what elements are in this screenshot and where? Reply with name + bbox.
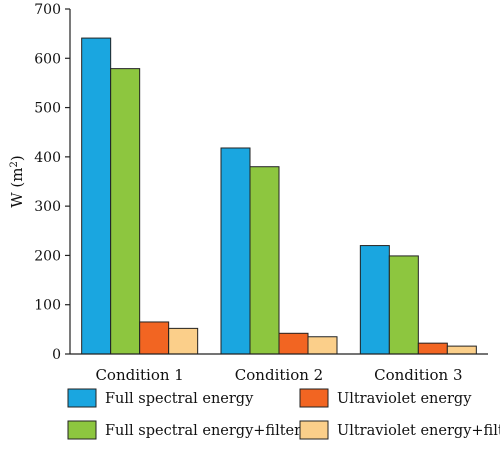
- y-tick-label: 0: [52, 347, 61, 363]
- x-tick-label: Condition 2: [235, 366, 323, 384]
- legend-label-ultraviolet-energy: Ultraviolet energy: [337, 391, 472, 407]
- legend-swatch-full-spectral-energy: [67, 388, 97, 408]
- y-axis-label-superscript: 2: [9, 161, 20, 167]
- legend-label-ultraviolet-energy-filter: Ultraviolet energy+filter: [337, 423, 500, 439]
- bar-full-spectral-energy-filter-condition-1: [110, 68, 141, 355]
- bar-ultraviolet-energy-filter-condition-2: [307, 336, 338, 355]
- y-axis-label-close: ): [8, 155, 26, 161]
- y-tick-label: 300: [34, 199, 61, 215]
- bar-ultraviolet-energy-condition-3: [417, 342, 448, 355]
- bar-full-spectral-energy-filter-condition-2: [249, 166, 280, 355]
- y-tick-label: 100: [34, 298, 61, 314]
- y-tick-label: 500: [34, 101, 61, 117]
- axes-layer: [69, 9, 488, 355]
- legend-label-full-spectral-energy: Full spectral energy: [105, 391, 254, 407]
- legend-label-full-spectral-energy-filter: Full spectral energy+filter: [105, 423, 301, 439]
- bar-full-spectral-energy-condition-2: [220, 147, 251, 355]
- y-tick-label: 700: [34, 2, 61, 18]
- y-tick-label: 200: [34, 248, 61, 264]
- y-axis-label-text: W (m: [8, 167, 26, 207]
- bar-full-spectral-energy-condition-1: [81, 37, 112, 355]
- bar-full-spectral-energy-condition-3: [359, 245, 390, 355]
- legend-swatch-full-spectral-energy-filter: [67, 420, 97, 440]
- bar-ultraviolet-energy-condition-2: [278, 332, 309, 355]
- bar-ultraviolet-energy-filter-condition-1: [168, 327, 199, 355]
- legend-swatch-ultraviolet-energy: [299, 388, 329, 408]
- ticks-layer: 0 100 200 300 400 500 600 700: [34, 2, 70, 363]
- bar-ultraviolet-energy-filter-condition-3: [446, 345, 477, 355]
- y-axis-label: W (m2): [8, 155, 26, 208]
- y-tick-label: 600: [34, 51, 61, 67]
- legend: Full spectral energy Ultraviolet energy Fu…: [67, 388, 500, 440]
- bar-full-spectral-energy-filter-condition-3: [388, 255, 419, 355]
- y-tick-label: 400: [34, 150, 61, 166]
- bars-layer: [81, 37, 477, 355]
- x-tick-label: Condition 1: [95, 366, 183, 384]
- bar-ultraviolet-energy-condition-1: [139, 321, 170, 355]
- category-labels: Condition 1 Condition 2 Condition 3: [95, 366, 462, 384]
- legend-swatch-ultraviolet-energy-filter: [299, 420, 329, 440]
- x-tick-label: Condition 3: [374, 366, 462, 384]
